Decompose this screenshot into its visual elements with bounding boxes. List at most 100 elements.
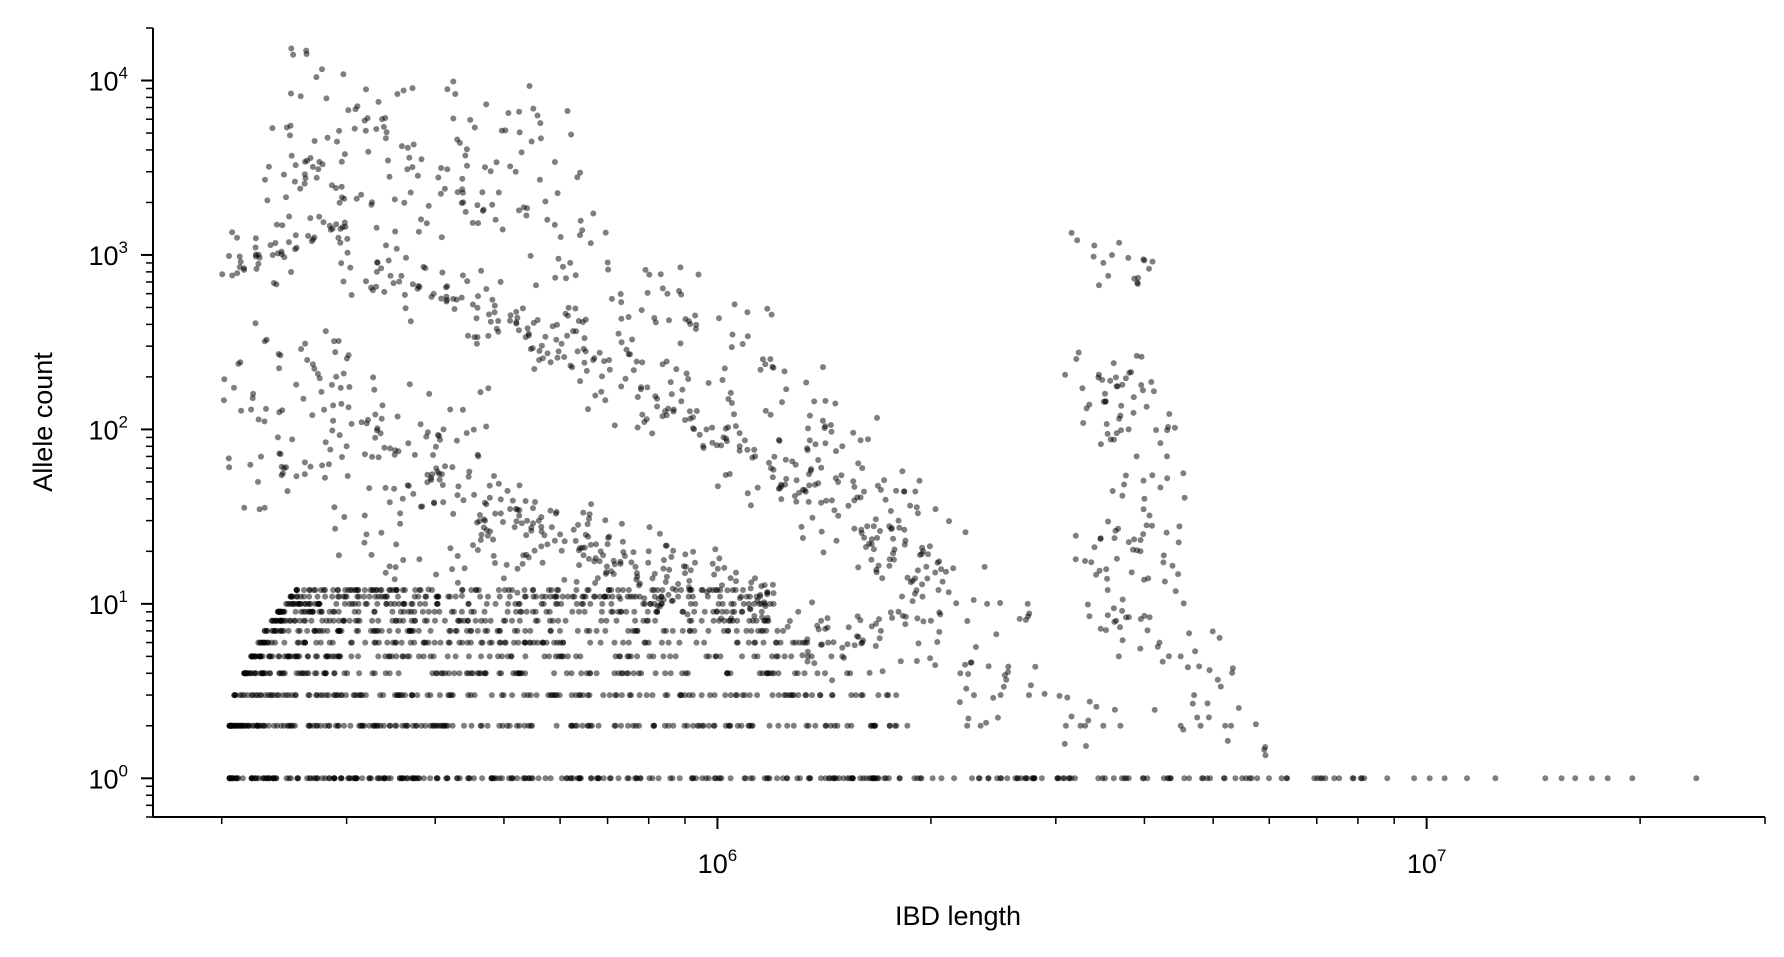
data-point (769, 653, 775, 660)
data-point (238, 407, 245, 414)
data-point (690, 548, 697, 555)
data-point (515, 639, 522, 646)
data-point (1133, 453, 1140, 460)
data-point (1103, 627, 1109, 634)
data-point (324, 627, 331, 634)
data-point (518, 520, 525, 527)
data-point (970, 597, 977, 603)
data-point (1119, 607, 1126, 614)
data-point (377, 587, 384, 593)
data-point (437, 639, 444, 646)
data-point (700, 445, 707, 451)
data-point (447, 627, 454, 634)
data-point (682, 551, 689, 558)
data-point (454, 492, 461, 499)
data-point (784, 722, 791, 729)
data-point (340, 370, 347, 377)
data-point (394, 91, 401, 97)
data-point (1075, 349, 1082, 356)
data-point (352, 106, 359, 113)
data-point (416, 283, 423, 290)
data-point (475, 293, 481, 300)
data-point (638, 670, 645, 677)
data-point (301, 459, 308, 466)
data-point (545, 692, 552, 699)
data-point (428, 293, 435, 300)
data-point (597, 548, 604, 555)
data-point (744, 309, 751, 316)
data-point (274, 722, 281, 729)
data-point (516, 512, 523, 519)
data-point (261, 627, 268, 634)
data-point (263, 405, 269, 412)
data-point (495, 318, 502, 324)
data-point (1061, 740, 1068, 747)
data-point (516, 722, 523, 729)
data-point (444, 775, 451, 782)
data-point (665, 639, 672, 646)
data-point (558, 547, 565, 554)
data-point (345, 404, 352, 411)
data-point (584, 521, 591, 528)
data-point (241, 670, 248, 677)
data-point (338, 260, 345, 267)
data-point (255, 416, 262, 423)
data-point (346, 600, 353, 607)
data-point (310, 236, 316, 243)
data-point (1131, 536, 1138, 543)
data-point (329, 593, 336, 600)
data-point (438, 165, 445, 171)
data-point (547, 507, 554, 514)
data-point (587, 240, 594, 247)
data-point (249, 692, 256, 699)
data-point (547, 775, 554, 782)
data-point (314, 653, 321, 660)
data-point (852, 692, 859, 699)
data-point (581, 335, 588, 342)
data-point (749, 454, 756, 461)
data-point (468, 608, 475, 615)
data-point (601, 358, 608, 365)
data-point (281, 670, 288, 677)
data-point (851, 483, 858, 490)
data-point (338, 775, 345, 782)
data-point (252, 244, 259, 251)
data-point (533, 593, 540, 600)
data-point (634, 424, 641, 431)
data-point (514, 565, 521, 572)
data-point (569, 364, 576, 371)
data-point (729, 331, 736, 338)
data-point (1140, 531, 1147, 538)
data-point (583, 670, 590, 677)
data-point (729, 587, 736, 593)
data-point (692, 600, 699, 607)
data-point (333, 221, 340, 228)
data-point (592, 580, 599, 586)
data-point (375, 617, 382, 624)
data-point (555, 255, 562, 262)
data-point (542, 333, 549, 340)
data-point (895, 608, 902, 615)
data-point (782, 456, 789, 463)
data-point (617, 291, 624, 297)
data-point (391, 451, 398, 458)
data-point (686, 617, 693, 624)
data-point (448, 608, 455, 615)
data-point (850, 775, 856, 782)
data-point (362, 127, 369, 134)
data-point (476, 518, 483, 525)
data-point (470, 542, 476, 549)
data-point (588, 501, 595, 508)
data-point (977, 722, 984, 729)
data-point (447, 593, 453, 600)
data-point (1097, 441, 1104, 448)
data-point (386, 653, 393, 660)
data-point (270, 627, 277, 634)
data-point (723, 608, 730, 615)
data-point (298, 670, 305, 677)
data-point (598, 388, 605, 395)
data-point (669, 627, 676, 634)
data-point (418, 156, 425, 163)
data-point (1104, 612, 1111, 619)
data-point (517, 608, 524, 615)
